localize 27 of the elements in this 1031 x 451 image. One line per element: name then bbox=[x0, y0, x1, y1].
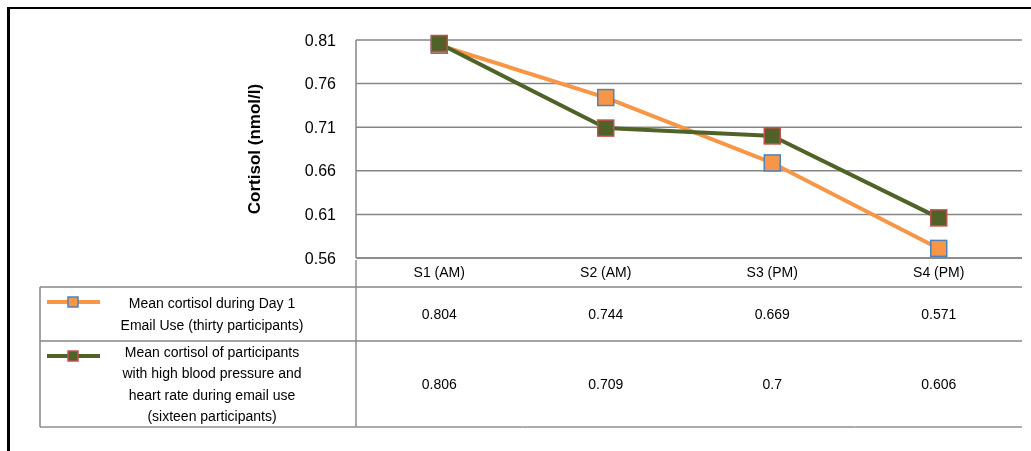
data-label: 0.669 bbox=[754, 305, 790, 322]
x-tick-label: S1 (AM) bbox=[413, 264, 465, 281]
point bbox=[930, 239, 948, 258]
y-axis-title: Cortisol (nmol/l) bbox=[245, 83, 264, 215]
legend-label: Mean cortisol during Day 1 Email Use (thirty participants) bbox=[120, 295, 304, 333]
data-label: 0.7 bbox=[762, 375, 783, 392]
x-tick-label: S3 (PM) bbox=[746, 264, 798, 281]
y-tick-label: 0.56 bbox=[304, 249, 337, 267]
point bbox=[597, 88, 615, 107]
y-tick-label: 0.81 bbox=[304, 31, 337, 49]
y-tick-label: 0.61 bbox=[304, 206, 337, 223]
data-label: 0.744 bbox=[588, 305, 624, 322]
data-label: 0.804 bbox=[421, 305, 457, 322]
legend-label: Mean cortisol of participants with high blood pressure and heart rate during email use (sixteen participants) bbox=[121, 343, 302, 425]
y-tick-label: 0.66 bbox=[304, 162, 337, 180]
data-label: 0.571 bbox=[921, 305, 957, 322]
point bbox=[597, 119, 615, 137]
x-tick-label: S2 (AM) bbox=[580, 264, 632, 281]
y-tick-label: 0.71 bbox=[304, 118, 337, 136]
y-tick-label: 0.76 bbox=[304, 75, 337, 93]
data-label: 0.606 bbox=[921, 375, 957, 392]
data-label: 0.709 bbox=[588, 375, 624, 392]
point bbox=[763, 154, 781, 172]
point bbox=[763, 127, 781, 145]
point bbox=[930, 209, 948, 227]
data-label: 0.806 bbox=[421, 375, 457, 392]
x-tick-label: S4 (PM) bbox=[913, 264, 965, 281]
